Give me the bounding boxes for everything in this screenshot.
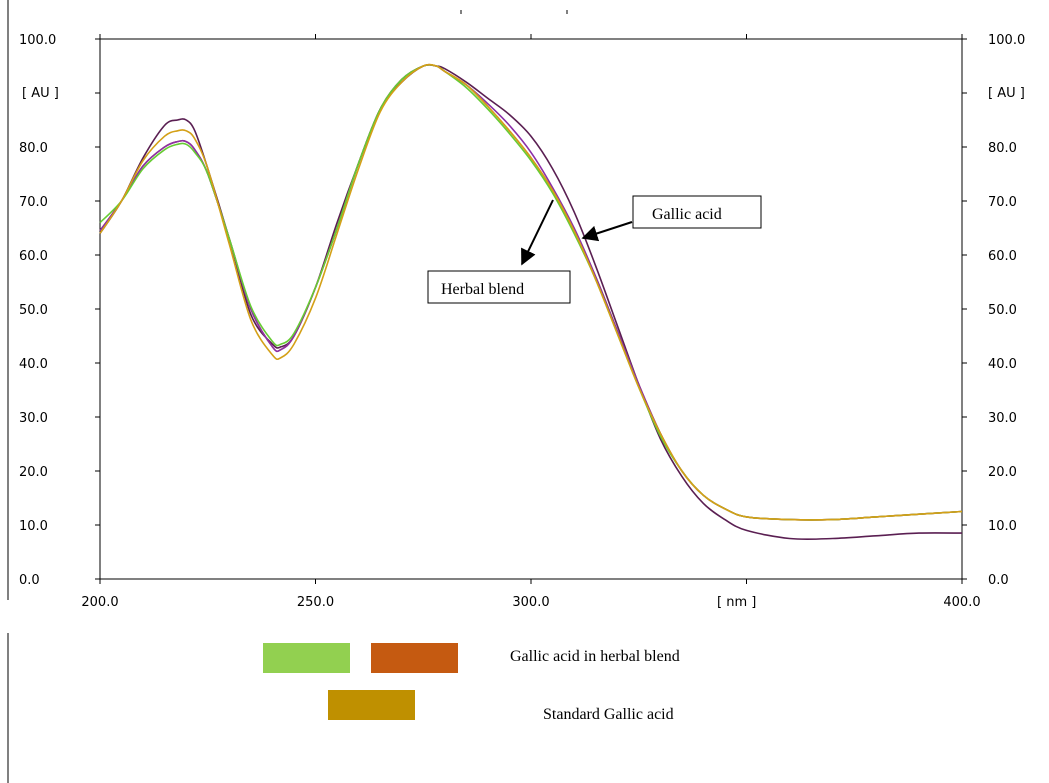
legend-label-standard: Standard Gallic acid — [543, 706, 674, 723]
y-tick-label-left: 70.0 — [19, 195, 48, 210]
plot-frame — [99, 38, 963, 580]
x-tick-label: 200.0 — [81, 595, 118, 610]
legend-swatch-herbal-orange — [371, 643, 458, 673]
y-tick-label-left: 60.0 — [19, 249, 48, 264]
y-tick-label-left: 100.0 — [19, 33, 56, 48]
callout-herbal-blend-box — [427, 270, 571, 304]
y-tick-label-right: 80.0 — [988, 141, 1017, 156]
y-tick-label-right: 30.0 — [988, 411, 1017, 426]
series-layer — [99, 63, 963, 541]
y-tick-label-right: 50.0 — [988, 303, 1017, 318]
series-line-4 — [99, 63, 963, 521]
x-tick-label: 300.0 — [512, 595, 549, 610]
y-tick-label-left: 40.0 — [19, 357, 48, 372]
callout-herbal-blend: Herbal blend — [427, 199, 571, 304]
callout-gallic-acid-box — [632, 195, 762, 229]
callout-gallic-acid: Gallic acid — [581, 195, 762, 242]
y-unit-label-right: [ AU ] — [988, 86, 1025, 101]
y-tick-label-right: 100.0 — [988, 33, 1025, 48]
x-tick-label: 400.0 — [943, 595, 980, 610]
callout-gallic-acid-text: Gallic acid — [652, 206, 722, 223]
callout-gallic-acid-arrow — [581, 221, 633, 242]
x-tick-label: 250.0 — [297, 595, 334, 610]
y-tick-label-right: 60.0 — [988, 249, 1017, 264]
y-tick-label-right: 40.0 — [988, 357, 1017, 372]
legend-swatch-herbal-green — [263, 643, 350, 673]
ticks-layer: 200.0 250.0 300.0 400.0 0.0 0.0 10.0 10.0 20.0 20… — [19, 33, 1025, 610]
y-tick-label-right: 20.0 — [988, 465, 1017, 480]
y-unit-label-left: [ AU ] — [22, 86, 59, 101]
y-tick-label-left: 30.0 — [19, 411, 48, 426]
y-tick-label-left: 0.0 — [19, 573, 40, 588]
y-tick-label-left: 80.0 — [19, 141, 48, 156]
y-tick-label-right: 10.0 — [988, 519, 1017, 534]
legend-label-herbal-blend: Gallic acid in herbal blend — [510, 648, 680, 665]
callout-herbal-blend-arrow — [521, 199, 554, 266]
y-tick-label-right: 70.0 — [988, 195, 1017, 210]
y-tick-label-left: 20.0 — [19, 465, 48, 480]
legend-swatch-standard — [328, 690, 415, 720]
y-tick-label-left: 50.0 — [19, 303, 48, 318]
callout-herbal-blend-text: Herbal blend — [441, 281, 524, 298]
x-unit-label: [ nm ] — [717, 595, 756, 610]
y-tick-label-right: 0.0 — [988, 573, 1009, 588]
y-tick-label-left: 10.0 — [19, 519, 48, 534]
